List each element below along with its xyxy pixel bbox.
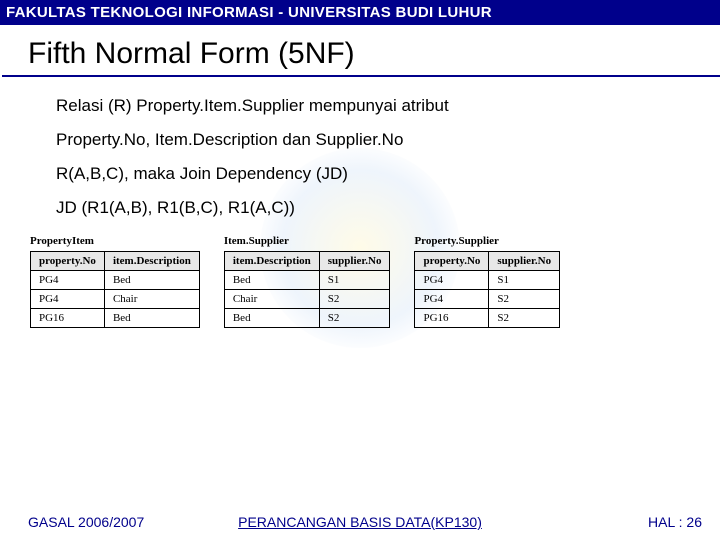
table-title: Property.Supplier <box>414 235 560 247</box>
cell: Bed <box>104 271 199 290</box>
table-title: PropertyItem <box>30 235 200 247</box>
column-header: property.No <box>415 252 489 271</box>
cell: PG16 <box>415 309 489 328</box>
table-block-propertysupplier: Property.Supplier property.No supplier.N… <box>414 235 560 328</box>
cell: S2 <box>319 309 390 328</box>
cell: S2 <box>489 290 560 309</box>
cell: S1 <box>489 271 560 290</box>
paragraph-line: R(A,B,C), maka Join Dependency (JD) <box>56 157 664 191</box>
cell: PG16 <box>31 309 105 328</box>
table-row: Bed S1 <box>224 271 390 290</box>
cell: Chair <box>224 290 319 309</box>
footer: GASAL 2006/2007 PERANCANGAN BASIS DATA(K… <box>0 512 720 532</box>
table-row: PG4 S1 <box>415 271 560 290</box>
cell: PG4 <box>415 290 489 309</box>
column-header: supplier.No <box>319 252 390 271</box>
body-content: Relasi (R) Property.Item.Supplier mempun… <box>0 89 720 225</box>
title-section: Fifth Normal Form (5NF) <box>0 25 720 77</box>
table-row: PG16 S2 <box>415 309 560 328</box>
table-propertysupplier: property.No supplier.No PG4 S1 PG4 S2 PG… <box>414 251 560 328</box>
table-row: Bed S2 <box>224 309 390 328</box>
paragraph-line: Relasi (R) Property.Item.Supplier mempun… <box>56 89 664 123</box>
cell: Bed <box>224 271 319 290</box>
footer-center: PERANCANGAN BASIS DATA(KP130) <box>238 514 482 530</box>
footer-right: HAL : 26 <box>648 514 702 530</box>
cell: Chair <box>104 290 199 309</box>
table-itemsupplier: item.Description supplier.No Bed S1 Chai… <box>224 251 391 328</box>
cell: Bed <box>224 309 319 328</box>
column-header: supplier.No <box>489 252 560 271</box>
cell: PG4 <box>415 271 489 290</box>
header-text: FAKULTAS TEKNOLOGI INFORMASI - UNIVERSIT… <box>6 4 492 21</box>
cell: S1 <box>319 271 390 290</box>
table-title: Item.Supplier <box>224 235 391 247</box>
cell: S2 <box>489 309 560 328</box>
paragraph-line: JD (R1(A,B), R1(B,C), R1(A,C)) <box>56 191 664 225</box>
cell: PG4 <box>31 290 105 309</box>
table-propertyitem: property.No item.Description PG4 Bed PG4… <box>30 251 200 328</box>
cell: PG4 <box>31 271 105 290</box>
cell: S2 <box>319 290 390 309</box>
page-title: Fifth Normal Form (5NF) <box>0 25 720 73</box>
column-header: item.Description <box>224 252 319 271</box>
table-block-propertyitem: PropertyItem property.No item.Descriptio… <box>30 235 200 328</box>
table-row: PG4 S2 <box>415 290 560 309</box>
tables-row: PropertyItem property.No item.Descriptio… <box>0 225 720 328</box>
cell: Bed <box>104 309 199 328</box>
header-bar: FAKULTAS TEKNOLOGI INFORMASI - UNIVERSIT… <box>0 0 720 25</box>
table-row: Chair S2 <box>224 290 390 309</box>
table-block-itemsupplier: Item.Supplier item.Description supplier.… <box>224 235 391 328</box>
column-header: property.No <box>31 252 105 271</box>
paragraph-line: Property.No, Item.Description dan Suppli… <box>56 123 664 157</box>
table-row: PG4 Bed <box>31 271 200 290</box>
title-underline <box>2 75 720 77</box>
table-row: PG16 Bed <box>31 309 200 328</box>
table-row: PG4 Chair <box>31 290 200 309</box>
footer-left: GASAL 2006/2007 <box>28 514 144 530</box>
column-header: item.Description <box>104 252 199 271</box>
